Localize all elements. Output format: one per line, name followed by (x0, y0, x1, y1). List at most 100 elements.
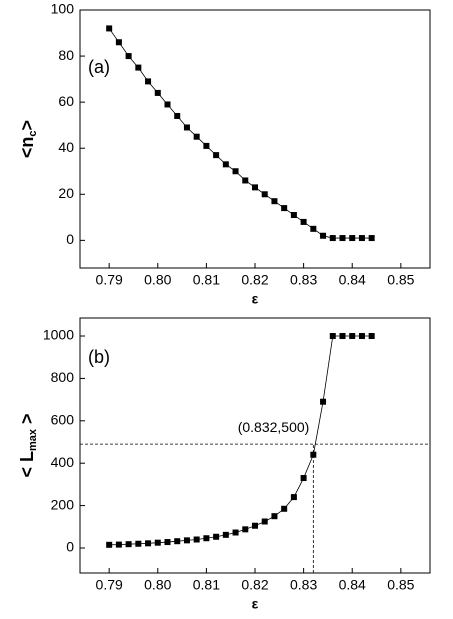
data-point (349, 333, 356, 340)
data-point (329, 333, 336, 340)
x-tick-label: 0.85 (387, 272, 414, 288)
y-tick-label: 0 (66, 231, 74, 247)
data-point (203, 142, 210, 149)
data-point (368, 333, 375, 340)
y-label-end: > (17, 413, 37, 429)
data-point (261, 518, 268, 525)
data-point (252, 522, 258, 529)
data-point (115, 39, 122, 46)
data-point (261, 191, 268, 198)
x-tick-label: 0.82 (241, 272, 268, 288)
y-tick-label: 100 (51, 1, 75, 17)
data-point (222, 531, 229, 538)
data-point (193, 536, 200, 543)
data-point (252, 184, 258, 191)
data-point (213, 533, 220, 540)
data-point (300, 218, 307, 225)
data-point (106, 541, 113, 548)
data-point (145, 540, 152, 547)
data-point (368, 235, 375, 242)
y-label-sub: max (27, 428, 39, 451)
x-tick-label: 0.79 (96, 577, 123, 593)
x-tick-label: 0.81 (193, 577, 220, 593)
data-point (271, 198, 278, 205)
data-point (183, 537, 190, 544)
data-point (310, 225, 317, 232)
data-point (106, 25, 113, 32)
y-label-main: <n (17, 137, 37, 159)
data-point (271, 513, 278, 520)
panel-label: (a) (88, 57, 110, 77)
data-point (174, 538, 181, 545)
data-point (222, 161, 229, 168)
data-point (320, 398, 327, 405)
x-tick-label: 0.81 (193, 272, 220, 288)
y-tick-label: 0 (66, 539, 74, 555)
data-point (232, 529, 239, 536)
y-tick-label: 200 (51, 496, 75, 512)
data-point (145, 78, 152, 85)
data-point (213, 152, 220, 159)
x-tick-label: 0.85 (387, 577, 414, 593)
x-axis-label: ε (252, 291, 259, 307)
x-tick-label: 0.84 (339, 272, 366, 288)
plot-frame (79, 317, 431, 574)
x-tick-label: 0.82 (241, 577, 268, 593)
y-tick-label: 20 (58, 185, 74, 201)
x-tick-label: 0.83 (290, 272, 317, 288)
data-point (320, 232, 327, 239)
x-axis-label: ε (252, 596, 259, 612)
data-point (115, 541, 122, 548)
x-tick-label: 0.80 (144, 577, 171, 593)
data-point (329, 235, 336, 242)
data-point (339, 235, 346, 242)
y-label-end: > (17, 120, 37, 131)
y-label-main: < L (17, 451, 37, 478)
data-point (174, 112, 181, 119)
y-tick-label: 600 (51, 412, 75, 428)
y-tick-label: 800 (51, 369, 75, 385)
y-tick-label: 1000 (43, 327, 74, 343)
y-label-sub: c (27, 130, 39, 136)
data-point (135, 64, 142, 71)
x-tick-label: 0.83 (290, 577, 317, 593)
data-point (164, 101, 171, 108)
x-tick-label: 0.79 (96, 272, 123, 288)
data-point (281, 505, 288, 512)
data-point (339, 333, 346, 340)
data-point (154, 89, 161, 96)
data-point (125, 53, 132, 60)
data-point (154, 539, 161, 546)
data-point (135, 540, 142, 547)
x-tick-label: 0.84 (339, 577, 366, 593)
data-point (310, 451, 317, 458)
data-line (109, 335, 372, 546)
y-axis-label: < Lmax > (17, 413, 39, 477)
annotation: (0.832,500) (238, 419, 310, 435)
y-tick-label: 400 (51, 454, 75, 470)
y-tick-label: 80 (58, 47, 74, 63)
data-point (193, 133, 200, 140)
data-point (290, 494, 297, 501)
data-point (242, 177, 249, 184)
y-axis-label: <nc> (17, 120, 39, 158)
data-point (281, 205, 288, 212)
data-point (290, 212, 297, 219)
data-point (183, 124, 190, 131)
data-point (300, 475, 307, 482)
y-tick-label: 60 (58, 93, 74, 109)
data-line (108, 28, 372, 239)
y-tick-label: 40 (58, 139, 74, 155)
x-tick-label: 0.80 (144, 272, 171, 288)
plot-frame (79, 9, 431, 269)
data-point (125, 541, 132, 548)
data-point (358, 333, 365, 340)
panel-label: (b) (88, 347, 110, 367)
data-point (358, 235, 365, 242)
data-point (242, 526, 249, 533)
data-point (232, 168, 239, 175)
data-point (349, 235, 356, 242)
data-point (164, 539, 171, 546)
data-point (203, 535, 210, 542)
